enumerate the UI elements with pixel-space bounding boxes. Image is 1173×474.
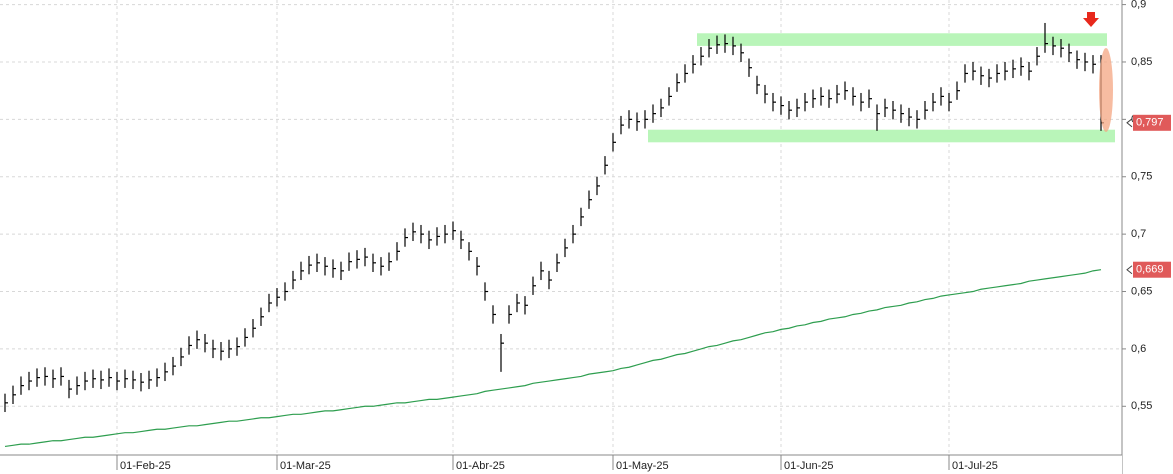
down-arrow bbox=[1083, 12, 1099, 27]
price-label: 0,669 bbox=[1136, 264, 1164, 276]
y-tick-label: 0,7 bbox=[1131, 228, 1146, 240]
y-axis-panel bbox=[1122, 0, 1173, 474]
price-pointer bbox=[1126, 118, 1133, 128]
y-tick-label: 0,55 bbox=[1131, 400, 1152, 412]
x-tick-label: 01-May-25 bbox=[616, 460, 669, 472]
x-tick-label: 01-Jun-25 bbox=[784, 460, 834, 472]
zones bbox=[648, 33, 1115, 143]
x-tick-label: 01-Mar-25 bbox=[280, 460, 331, 472]
highlight-ellipse bbox=[1099, 48, 1113, 132]
x-tick-label: 01-Abr-25 bbox=[456, 460, 505, 472]
y-tick-label: 0,75 bbox=[1131, 171, 1152, 183]
price-label-box bbox=[1133, 114, 1171, 131]
bars bbox=[4, 22, 1104, 448]
x-axis-panel bbox=[0, 455, 1122, 474]
axes: 0,550,60,650,70,750,80,850,901-Feb-2501-… bbox=[116, 0, 1171, 472]
y-tick-label: 0,85 bbox=[1131, 56, 1152, 68]
moving-average bbox=[4, 269, 1102, 448]
price-label-box bbox=[1133, 261, 1171, 278]
x-tick-label: 01-Jul-25 bbox=[952, 460, 998, 472]
y-tick-label: 0,6 bbox=[1131, 343, 1146, 355]
price-pointer bbox=[1126, 265, 1133, 275]
price-label: 0,797 bbox=[1136, 117, 1164, 129]
y-tick-label: 0,65 bbox=[1131, 285, 1152, 297]
x-tick-label: 01-Feb-25 bbox=[120, 460, 171, 472]
y-tick-label: 0,9 bbox=[1131, 0, 1146, 10]
price-zone bbox=[697, 33, 1107, 46]
price-zone bbox=[648, 129, 1115, 143]
